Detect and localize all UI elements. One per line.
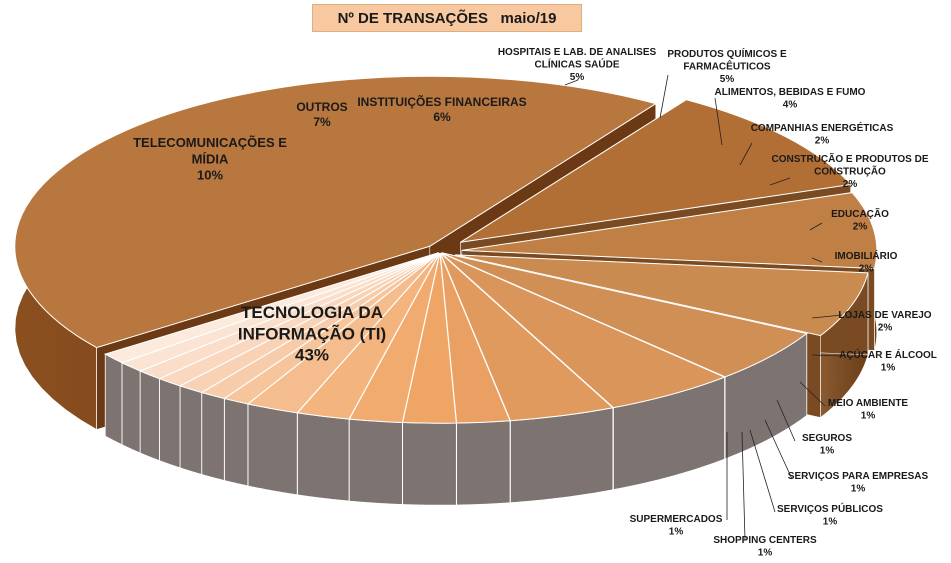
slice-label-18: SUPERMERCADOS 1%: [630, 514, 723, 538]
leader-line-7: [739, 142, 753, 166]
leader-line-5: [659, 74, 669, 119]
leader-line-15: [764, 419, 793, 480]
pie-side-14: [179, 385, 203, 476]
slice-label-7: COMPANHIAS ENERGÉTICAS 2%: [751, 121, 894, 147]
leader-line-10: [811, 257, 823, 263]
pie-side-15: [159, 378, 181, 469]
pie-side-11: [247, 403, 298, 496]
leader-line-8: [769, 177, 791, 186]
pie-side-17: [121, 362, 141, 454]
slice-label-10: IMOBILIÁRIO 2%: [835, 249, 898, 275]
slice-label-5: PRODUTOS QUÍMICOS E FARMACÊUTICOS 5%: [667, 47, 787, 85]
slice-label-13: MEIO AMBIENTE 1%: [828, 398, 909, 422]
chart-title: Nº DE TRANSAÇÕES maio/19: [312, 4, 582, 32]
leader-line-17: [741, 431, 746, 541]
slice-label-17: SHOPPING CENTERS 1%: [713, 535, 817, 559]
pie-slice-5: [440, 252, 726, 409]
pie-slice-1: [460, 99, 852, 243]
pie-slice-2: [461, 192, 878, 269]
slice-label-0: TECNOLOGIA DA INFORMAÇÃO (TI) 43%: [238, 303, 386, 365]
pie-side-16: [139, 370, 160, 462]
pie-slice-4: [441, 252, 808, 378]
slice-label-2: OUTROS 7%: [296, 100, 347, 129]
leader-line-16: [749, 429, 776, 513]
leader-line-11: [811, 314, 843, 319]
slice-label-15: SERVIÇOS PARA EMPRESAS 1%: [788, 471, 929, 495]
pie-slice-3: [455, 254, 869, 337]
leader-line-12: [811, 354, 843, 357]
slice-label-6: ALIMENTOS, BEBIDAS E FUMO 4%: [715, 87, 866, 111]
slice-label-8: CONSTRUÇÃO E PRODUTOS DE CONSTRUÇÃO 2%: [771, 152, 928, 190]
leader-line-13: [799, 381, 826, 407]
slice-label-9: EDUCAÇÃO 2%: [831, 207, 889, 233]
leader-line-14: [776, 399, 796, 442]
leader-line-6: [714, 97, 723, 146]
pie-side-6: [510, 407, 614, 504]
pie-side-18: [104, 353, 123, 446]
slice-label-4: HOSPITAIS E LAB. DE ANALISES CLÍNICAS SAÚ…: [498, 47, 657, 83]
slice-label-3: INSTITUIÇÕES FINANCEIRAS 6%: [357, 94, 526, 124]
slice-label-12: AÇÚCAR E ÁLCOOL 1%: [839, 348, 937, 374]
slice-label-1: TELECOMUNICAÇÕES E MÍDIA 10%: [133, 135, 287, 183]
leader-line-4: [564, 79, 579, 86]
pie-slice-0: [14, 75, 658, 349]
pie-slice-18: [103, 252, 439, 364]
pie-side-10: [297, 412, 350, 502]
pie-side-12: [224, 398, 249, 487]
pie-side-7: [456, 420, 511, 506]
slice-label-11: LOJAS DE VAREJO 2%: [838, 310, 931, 334]
slice-label-14: SEGUROS 1%: [802, 433, 852, 457]
pie-side-8: [402, 422, 457, 506]
leader-line-9: [809, 222, 823, 231]
pie-side-9: [348, 418, 403, 505]
slice-label-16: SERVIÇOS PÚBLICOS 1%: [777, 502, 883, 528]
pie-side-13: [201, 391, 225, 482]
